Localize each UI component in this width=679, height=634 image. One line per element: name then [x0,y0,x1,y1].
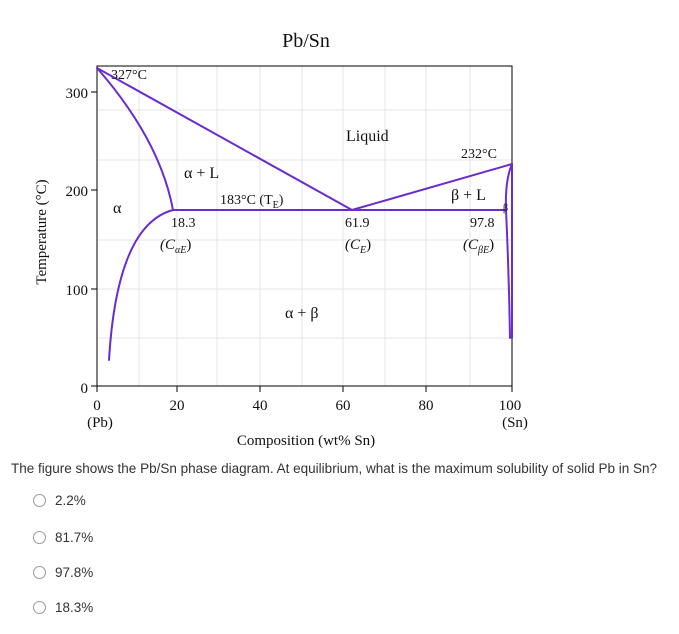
beta-region-label: β [503,203,508,214]
sn-melting-label: 232°C [461,147,497,162]
x-end-label-pb: (Pb) [87,415,113,431]
x-axis-label: Composition (wt% Sn) [237,433,375,449]
liquidus-right [351,163,513,211]
y-tick-label: 0 [81,381,89,397]
c-beta-e-value: 97.8 [470,216,495,231]
x-tick-label: 20 [170,398,185,414]
region-labels: 327°C 232°C Liquid α + L β + L α β α + β… [111,68,508,322]
radio-button[interactable] [33,565,46,579]
y-tick-label: 200 [66,184,89,200]
solvus-alpha [108,209,174,361]
answer-option-label: 97.8% [55,564,94,580]
c-alpha-e-label: (CαE) [160,237,191,256]
answer-option[interactable]: 2.2% [33,490,86,510]
answer-option[interactable]: 81.7% [33,527,93,547]
c-e-value: 61.9 [345,216,370,231]
liquid-label: Liquid [346,128,389,145]
x-end-label-sn: (Sn) [502,415,528,431]
x-tick-label: 80 [419,398,434,414]
x-tick-label: 40 [253,398,268,414]
phase-boundaries [96,67,513,361]
diagram-title: Pb/Sn [282,30,330,52]
x-tick-label: 0 [93,398,101,414]
x-tick-labels: 0 20 40 60 80 100 (Pb) (Sn) [87,398,528,431]
c-alpha-e-value: 18.3 [171,216,196,231]
y-axis-label: Temperature (°C) [34,179,50,284]
c-beta-e-label: (CβE) [463,237,494,256]
x-tick-label: 60 [336,398,351,414]
axis-ticks [91,91,513,392]
solidus-beta [504,163,513,211]
pb-melting-label: 327°C [111,68,147,83]
alpha-plus-liquid-label: α + L [184,165,219,182]
answer-option-label: 81.7% [55,529,94,545]
grid [97,66,512,386]
y-tick-label: 300 [66,86,89,102]
radio-button[interactable] [33,493,46,507]
phase-diagram: Pb/Sn Composition (wt% Sn) Temperature (… [34,30,528,449]
answer-option[interactable]: 97.8% [33,562,93,582]
answer-option-label: 2.2% [55,492,86,508]
x-tick-label: 100 [499,398,522,414]
solidus-alpha [96,67,174,211]
liquidus-left [96,67,353,211]
beta-plus-liquid-label: β + L [451,187,486,204]
y-tick-label: 100 [66,283,89,299]
alpha-region-label: α [113,200,122,217]
alpha-plus-beta-label: α + β [285,305,319,322]
solvus-beta [505,209,511,339]
y-tick-labels: 0 100 200 300 [66,86,89,397]
c-e-label: (CE) [345,237,371,256]
question-text: The figure shows the Pb/Sn phase diagram… [11,461,658,476]
answer-option[interactable]: 18.3% [33,597,93,617]
eutectic-temp-label: 183°C (TE) [220,193,284,211]
radio-button[interactable] [33,600,46,614]
answer-option-label: 18.3% [55,599,94,615]
radio-button[interactable] [33,530,46,544]
